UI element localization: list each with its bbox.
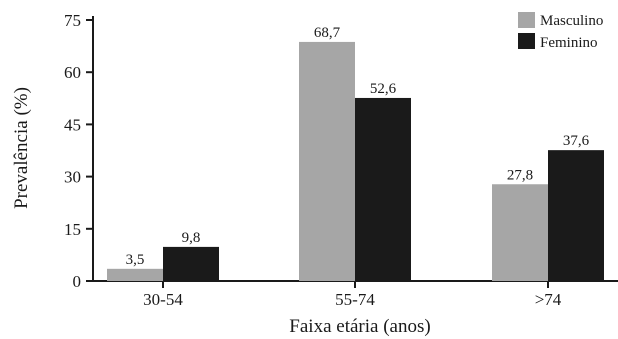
legend-label-masculino: Masculino — [540, 13, 603, 29]
bar-masculino — [492, 184, 548, 281]
y-tick-label: 30 — [64, 168, 81, 187]
legend-swatch-masculino — [518, 12, 535, 28]
data-label-masculino: 27,8 — [507, 167, 533, 183]
y-tick-label: 15 — [64, 220, 81, 239]
x-tick-label: 55-74 — [335, 290, 375, 309]
bar-masculino — [299, 41, 355, 282]
y-ticks: 0 15 30 45 60 75 — [64, 11, 93, 291]
data-label-feminino: 37,6 — [563, 133, 590, 149]
legend-swatch-feminino — [518, 33, 535, 49]
data-label-feminino: 9,8 — [182, 230, 201, 246]
y-axis-title: Prevalência (%) — [11, 87, 32, 209]
legend-label-feminino: Feminino — [540, 35, 598, 51]
bar-feminino — [163, 246, 219, 281]
data-label-masculino: 3,5 — [126, 252, 145, 268]
legend: Masculino Feminino — [518, 12, 603, 51]
x-tick-label: 30-54 — [143, 290, 183, 309]
y-tick-label: 0 — [73, 272, 82, 291]
data-label-masculino: 68,7 — [314, 25, 341, 41]
x-tick-label: >74 — [535, 290, 562, 309]
bar-masculino — [107, 268, 163, 281]
bar-feminino — [548, 150, 604, 281]
y-tick-label: 45 — [64, 115, 81, 134]
y-tick-label: 75 — [64, 11, 81, 30]
x-axis-title: Faixa etária (anos) — [289, 316, 430, 337]
x-ticks: 30-54 55-74 >74 — [143, 281, 562, 309]
bar-feminino — [355, 97, 411, 282]
bars — [107, 41, 604, 282]
data-labels: 3,5 9,8 68,7 52,6 27,8 37,6 — [126, 25, 590, 268]
data-label-feminino: 52,6 — [370, 81, 397, 97]
y-tick-label: 60 — [64, 63, 81, 82]
